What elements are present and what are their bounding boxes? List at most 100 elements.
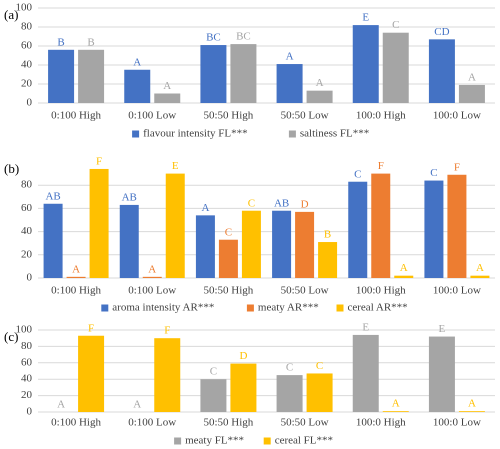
significance-letter: F — [88, 322, 94, 334]
bar — [272, 210, 292, 278]
panel-label: (c) — [4, 329, 18, 344]
y-tick-label: 80 — [21, 340, 33, 352]
y-tick-label: 60 — [21, 40, 33, 52]
x-tick-label: 100:0 Low — [433, 417, 481, 429]
significance-letter: C — [316, 360, 323, 372]
bar — [352, 334, 379, 412]
bar — [154, 93, 181, 103]
significance-letter: D — [239, 350, 247, 362]
x-tick-label: 0:100 High — [51, 110, 101, 122]
significance-letter: A — [133, 56, 141, 68]
significance-letter: A — [392, 398, 400, 410]
significance-letter: C — [286, 362, 293, 374]
bar — [165, 173, 185, 278]
significance-letter: F — [96, 155, 102, 167]
bar — [276, 375, 303, 412]
x-tick-label: 100:0 High — [356, 285, 406, 297]
bar — [352, 25, 379, 104]
bar — [230, 44, 257, 103]
bar — [78, 49, 105, 103]
bar — [394, 275, 414, 278]
bar — [230, 363, 257, 412]
significance-letter: C — [225, 226, 232, 238]
bar — [119, 204, 139, 278]
significance-letter: F — [164, 325, 170, 337]
significance-letter: A — [468, 398, 476, 410]
significance-letter: C — [354, 168, 361, 180]
significance-letter: A — [476, 262, 484, 274]
significance-letter: E — [362, 12, 369, 24]
legend-swatch — [174, 437, 182, 445]
legend-label: saltiness FL*** — [300, 128, 369, 140]
significance-letter: CD — [434, 26, 449, 38]
x-tick-label: 50:50 High — [204, 285, 254, 297]
y-tick-label: 80 — [21, 179, 33, 191]
x-tick-label: 0:100 Low — [128, 110, 176, 122]
significance-letter: A — [57, 399, 65, 411]
y-tick-label: 60 — [21, 202, 33, 214]
y-tick-label: 0 — [27, 406, 33, 418]
significance-letter: A — [468, 71, 476, 83]
x-tick-label: 100:0 High — [356, 417, 406, 429]
bar — [318, 242, 338, 278]
bar — [43, 203, 63, 278]
y-tick-label: 20 — [21, 78, 33, 90]
significance-letter: A — [72, 263, 80, 275]
bar — [154, 338, 181, 412]
significance-letter: AB — [122, 191, 137, 203]
y-tick-label: 40 — [21, 373, 33, 385]
bar — [306, 373, 333, 412]
bar — [382, 32, 409, 104]
x-tick-label: 50:50 High — [204, 110, 254, 122]
x-tick-label: 50:50 High — [204, 417, 254, 429]
significance-letter: C — [248, 197, 255, 209]
significance-letter: A — [400, 262, 408, 274]
legend-swatch — [263, 437, 271, 445]
y-tick-label: 0 — [27, 97, 33, 109]
y-tick-label: 0 — [27, 272, 33, 284]
significance-letter: F — [454, 161, 460, 173]
x-tick-label: 100:0 High — [356, 110, 406, 122]
x-tick-label: 0:100 High — [51, 285, 101, 297]
bar — [124, 69, 151, 103]
significance-letter: A — [286, 51, 294, 63]
legend-label: meaty FL*** — [185, 435, 244, 447]
significance-letter: A — [133, 399, 141, 411]
legend-label: cereal AR*** — [348, 302, 408, 314]
x-tick-label: 0:100 High — [51, 417, 101, 429]
significance-letter: C — [210, 366, 217, 378]
bar — [424, 180, 444, 278]
bar — [276, 64, 303, 103]
significance-letter: BC — [206, 32, 221, 44]
bar — [428, 336, 455, 412]
bar — [89, 168, 109, 278]
significance-letter: D — [301, 198, 309, 210]
bar — [78, 335, 105, 412]
legend-swatch — [101, 304, 109, 312]
legend-swatch — [336, 304, 344, 312]
x-tick-label: 50:50 Low — [281, 110, 329, 122]
significance-letter: A — [163, 80, 171, 92]
x-tick-label: 0:100 Low — [128, 285, 176, 297]
bar — [218, 239, 238, 278]
significance-letter: B — [324, 229, 331, 241]
bar — [241, 210, 261, 278]
bar — [371, 173, 391, 278]
x-tick-label: 50:50 Low — [281, 417, 329, 429]
x-tick-label: 50:50 Low — [281, 285, 329, 297]
legend-label: meaty AR*** — [258, 302, 319, 314]
bar — [295, 211, 315, 278]
significance-letter: A — [316, 77, 324, 89]
significance-letter: E — [362, 321, 369, 333]
significance-letter: C — [392, 19, 399, 31]
legend-label: cereal FL*** — [275, 435, 333, 447]
y-tick-label: 20 — [21, 248, 33, 260]
significance-letter: E — [439, 323, 446, 335]
bar — [470, 275, 490, 278]
bar — [447, 174, 467, 278]
bar — [66, 276, 86, 278]
bar — [195, 215, 215, 278]
bar — [200, 45, 227, 103]
bar — [428, 39, 455, 103]
